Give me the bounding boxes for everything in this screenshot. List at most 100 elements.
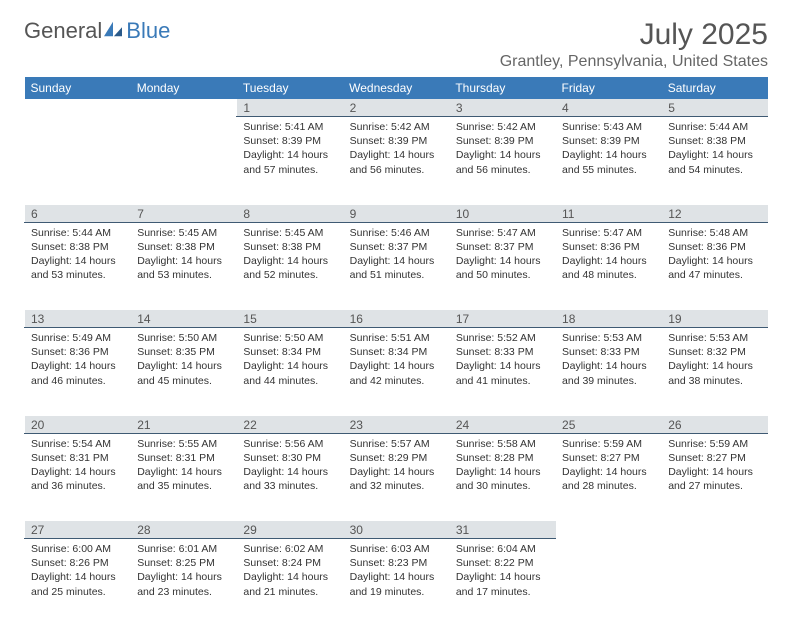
day-body-cell bbox=[25, 117, 131, 205]
weekday-header-row: Sunday Monday Tuesday Wednesday Thursday… bbox=[25, 77, 769, 99]
day-number-cell: 29 bbox=[237, 521, 343, 539]
day-body-cell: Sunrise: 5:42 AMSunset: 8:39 PMDaylight:… bbox=[449, 117, 555, 205]
day-details: Sunrise: 5:42 AMSunset: 8:39 PMDaylight:… bbox=[450, 117, 555, 181]
day-number-cell: 26 bbox=[662, 416, 768, 434]
day-details: Sunrise: 5:47 AMSunset: 8:36 PMDaylight:… bbox=[556, 223, 661, 287]
weekday-header: Tuesday bbox=[237, 77, 343, 99]
day-number-cell: 2 bbox=[343, 99, 449, 117]
day-number-cell: 23 bbox=[343, 416, 449, 434]
day-body-cell: Sunrise: 5:50 AMSunset: 8:34 PMDaylight:… bbox=[237, 328, 343, 416]
day-details: Sunrise: 5:45 AMSunset: 8:38 PMDaylight:… bbox=[237, 223, 342, 287]
day-body-cell: Sunrise: 5:53 AMSunset: 8:32 PMDaylight:… bbox=[662, 328, 768, 416]
day-details: Sunrise: 5:46 AMSunset: 8:37 PMDaylight:… bbox=[344, 223, 449, 287]
day-details: Sunrise: 5:56 AMSunset: 8:30 PMDaylight:… bbox=[237, 434, 342, 498]
day-number-cell: 6 bbox=[25, 205, 131, 223]
day-body-cell: Sunrise: 5:56 AMSunset: 8:30 PMDaylight:… bbox=[237, 433, 343, 521]
calendar-page: General Blue July 2025 Grantley, Pennsyl… bbox=[0, 0, 792, 637]
day-details: Sunrise: 5:53 AMSunset: 8:32 PMDaylight:… bbox=[662, 328, 768, 392]
day-details: Sunrise: 5:50 AMSunset: 8:34 PMDaylight:… bbox=[237, 328, 342, 392]
day-details: Sunrise: 6:04 AMSunset: 8:22 PMDaylight:… bbox=[450, 539, 555, 603]
location-subtitle: Grantley, Pennsylvania, United States bbox=[500, 53, 768, 71]
day-number-cell: 17 bbox=[449, 310, 555, 328]
day-number-cell bbox=[556, 521, 662, 539]
day-number-row: 12345 bbox=[25, 99, 769, 117]
day-number-cell: 11 bbox=[556, 205, 662, 223]
day-body-cell: Sunrise: 5:47 AMSunset: 8:37 PMDaylight:… bbox=[449, 222, 555, 310]
day-body-cell: Sunrise: 5:55 AMSunset: 8:31 PMDaylight:… bbox=[131, 433, 237, 521]
day-details: Sunrise: 5:53 AMSunset: 8:33 PMDaylight:… bbox=[556, 328, 661, 392]
weekday-header: Sunday bbox=[25, 77, 131, 99]
day-body-cell: Sunrise: 5:54 AMSunset: 8:31 PMDaylight:… bbox=[25, 433, 131, 521]
day-number-cell: 30 bbox=[343, 521, 449, 539]
day-details: Sunrise: 5:51 AMSunset: 8:34 PMDaylight:… bbox=[344, 328, 449, 392]
day-number-cell: 28 bbox=[131, 521, 237, 539]
day-body-cell: Sunrise: 6:00 AMSunset: 8:26 PMDaylight:… bbox=[25, 539, 131, 627]
day-number-row: 2728293031 bbox=[25, 521, 769, 539]
day-details: Sunrise: 5:50 AMSunset: 8:35 PMDaylight:… bbox=[131, 328, 236, 392]
day-number-row: 20212223242526 bbox=[25, 416, 769, 434]
logo-text-2: Blue bbox=[126, 18, 170, 44]
day-number-cell: 5 bbox=[662, 99, 768, 117]
day-body-cell: Sunrise: 5:47 AMSunset: 8:36 PMDaylight:… bbox=[556, 222, 662, 310]
weekday-header: Wednesday bbox=[343, 77, 449, 99]
day-number-cell: 13 bbox=[25, 310, 131, 328]
day-body-cell: Sunrise: 6:02 AMSunset: 8:24 PMDaylight:… bbox=[237, 539, 343, 627]
day-number-cell: 21 bbox=[131, 416, 237, 434]
day-body-cell: Sunrise: 5:58 AMSunset: 8:28 PMDaylight:… bbox=[449, 433, 555, 521]
day-body-cell: Sunrise: 5:45 AMSunset: 8:38 PMDaylight:… bbox=[237, 222, 343, 310]
day-body-cell: Sunrise: 5:59 AMSunset: 8:27 PMDaylight:… bbox=[662, 433, 768, 521]
day-details: Sunrise: 5:41 AMSunset: 8:39 PMDaylight:… bbox=[237, 117, 342, 181]
day-number-cell: 1 bbox=[237, 99, 343, 117]
day-number-cell: 3 bbox=[449, 99, 555, 117]
day-body-cell bbox=[556, 539, 662, 627]
day-details: Sunrise: 5:44 AMSunset: 8:38 PMDaylight:… bbox=[25, 223, 130, 287]
day-body-cell: Sunrise: 5:42 AMSunset: 8:39 PMDaylight:… bbox=[343, 117, 449, 205]
day-details: Sunrise: 5:44 AMSunset: 8:38 PMDaylight:… bbox=[662, 117, 768, 181]
day-body-cell: Sunrise: 5:44 AMSunset: 8:38 PMDaylight:… bbox=[25, 222, 131, 310]
day-details: Sunrise: 6:00 AMSunset: 8:26 PMDaylight:… bbox=[25, 539, 130, 603]
day-body-cell: Sunrise: 5:49 AMSunset: 8:36 PMDaylight:… bbox=[25, 328, 131, 416]
day-body-cell: Sunrise: 5:41 AMSunset: 8:39 PMDaylight:… bbox=[237, 117, 343, 205]
day-body-cell: Sunrise: 5:44 AMSunset: 8:38 PMDaylight:… bbox=[662, 117, 768, 205]
day-details: Sunrise: 5:59 AMSunset: 8:27 PMDaylight:… bbox=[662, 434, 768, 498]
day-body-cell bbox=[131, 117, 237, 205]
page-header: General Blue July 2025 Grantley, Pennsyl… bbox=[24, 18, 768, 71]
day-body-cell: Sunrise: 5:48 AMSunset: 8:36 PMDaylight:… bbox=[662, 222, 768, 310]
day-details: Sunrise: 5:45 AMSunset: 8:38 PMDaylight:… bbox=[131, 223, 236, 287]
day-number-cell: 20 bbox=[25, 416, 131, 434]
day-number-cell: 16 bbox=[343, 310, 449, 328]
calendar-table: Sunday Monday Tuesday Wednesday Thursday… bbox=[24, 77, 768, 627]
day-details: Sunrise: 6:01 AMSunset: 8:25 PMDaylight:… bbox=[131, 539, 236, 603]
day-body-cell: Sunrise: 5:45 AMSunset: 8:38 PMDaylight:… bbox=[131, 222, 237, 310]
day-number-cell: 15 bbox=[237, 310, 343, 328]
day-number-cell: 4 bbox=[556, 99, 662, 117]
day-details: Sunrise: 5:42 AMSunset: 8:39 PMDaylight:… bbox=[344, 117, 449, 181]
day-number-cell: 7 bbox=[131, 205, 237, 223]
weekday-header: Monday bbox=[131, 77, 237, 99]
day-body-cell: Sunrise: 5:50 AMSunset: 8:35 PMDaylight:… bbox=[131, 328, 237, 416]
day-details: Sunrise: 5:48 AMSunset: 8:36 PMDaylight:… bbox=[662, 223, 768, 287]
day-number-cell: 27 bbox=[25, 521, 131, 539]
day-number-cell: 9 bbox=[343, 205, 449, 223]
day-number-row: 13141516171819 bbox=[25, 310, 769, 328]
day-body-cell: Sunrise: 6:01 AMSunset: 8:25 PMDaylight:… bbox=[131, 539, 237, 627]
day-details: Sunrise: 5:59 AMSunset: 8:27 PMDaylight:… bbox=[556, 434, 661, 498]
logo-sail-icon bbox=[102, 20, 124, 38]
day-number-cell bbox=[662, 521, 768, 539]
day-details: Sunrise: 6:03 AMSunset: 8:23 PMDaylight:… bbox=[344, 539, 449, 603]
weekday-header: Thursday bbox=[449, 77, 555, 99]
day-details: Sunrise: 5:47 AMSunset: 8:37 PMDaylight:… bbox=[450, 223, 555, 287]
day-number-cell: 31 bbox=[449, 521, 555, 539]
day-number-cell: 12 bbox=[662, 205, 768, 223]
month-title: July 2025 bbox=[500, 18, 768, 51]
day-details: Sunrise: 5:54 AMSunset: 8:31 PMDaylight:… bbox=[25, 434, 130, 498]
day-number-cell: 14 bbox=[131, 310, 237, 328]
day-details: Sunrise: 5:58 AMSunset: 8:28 PMDaylight:… bbox=[450, 434, 555, 498]
day-body-cell: Sunrise: 5:51 AMSunset: 8:34 PMDaylight:… bbox=[343, 328, 449, 416]
logo-text-1: General bbox=[24, 18, 102, 44]
day-body-row: Sunrise: 6:00 AMSunset: 8:26 PMDaylight:… bbox=[25, 539, 769, 627]
day-body-row: Sunrise: 5:44 AMSunset: 8:38 PMDaylight:… bbox=[25, 222, 769, 310]
day-number-cell bbox=[131, 99, 237, 117]
day-number-cell: 24 bbox=[449, 416, 555, 434]
day-number-cell bbox=[25, 99, 131, 117]
